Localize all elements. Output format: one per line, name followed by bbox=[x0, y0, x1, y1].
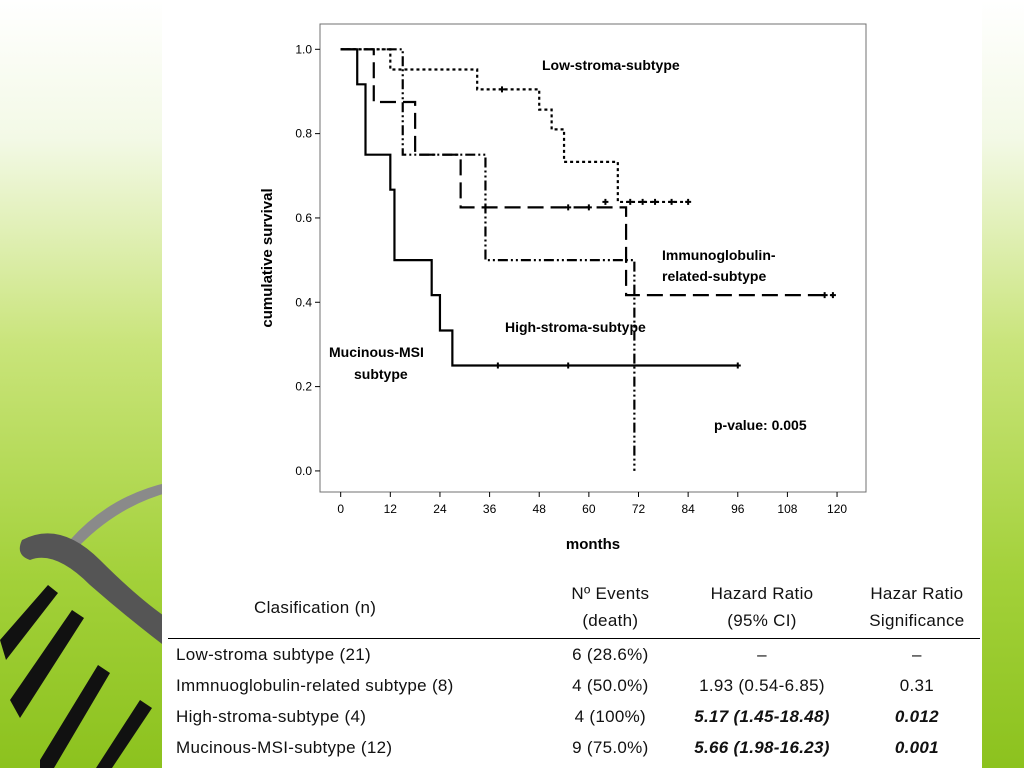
censor-mark bbox=[639, 198, 646, 205]
cell-events: 4 (50.0%) bbox=[572, 675, 649, 695]
x-tick-label: 96 bbox=[731, 502, 745, 516]
censor-mark bbox=[499, 86, 505, 93]
header-hazard-ratio: Hazard Ratio (95% CI) bbox=[670, 578, 854, 639]
label-immunoglobulin-line2: related-subtype bbox=[662, 268, 766, 284]
x-tick-label: 72 bbox=[632, 502, 646, 516]
censor-mark bbox=[494, 362, 501, 369]
cell-hazard-ratio: 1.93 (0.54-6.85) bbox=[699, 675, 825, 695]
cell-significance: – bbox=[911, 644, 922, 664]
cell-events: 4 (100%) bbox=[574, 706, 647, 726]
cell-hazard-ratio: – bbox=[757, 644, 767, 664]
hazard-ratio-table: Clasification (n) Nº Events (death) Hazar… bbox=[168, 578, 980, 763]
y-axis: 0.0 0.2 0.4 0.6 0.8 1.0 bbox=[295, 42, 320, 478]
p-value: p-value: 0.005 bbox=[714, 417, 807, 433]
censor-mark bbox=[668, 198, 675, 205]
survival-curves bbox=[340, 48, 833, 471]
x-tick-label: 60 bbox=[582, 502, 596, 516]
censor-mark bbox=[565, 204, 572, 211]
y-axis-label: cumulative survival bbox=[259, 188, 276, 327]
censor-mark bbox=[685, 198, 692, 205]
censor-mark bbox=[652, 198, 659, 205]
cell-events: 6 (28.6%) bbox=[572, 644, 649, 664]
label-mucinous-line1: Mucinous-MSI bbox=[329, 344, 424, 360]
table-row-high-stroma: High-stroma-subtype (4) 4 (100%) 5.17 (1… bbox=[168, 701, 980, 732]
label-high-stroma: High-stroma-subtype bbox=[505, 319, 646, 335]
censor-mark bbox=[734, 362, 741, 369]
cell-hazard-ratio: 5.17 (1.45-18.48) bbox=[694, 706, 830, 726]
decorative-swoosh bbox=[0, 482, 170, 768]
cell-name: Immnuoglobulin-related subtype (8) bbox=[176, 675, 454, 695]
x-tick-label: 36 bbox=[483, 502, 497, 516]
y-tick-label: 1.0 bbox=[295, 42, 312, 56]
censor-mark bbox=[585, 204, 592, 211]
table-row-immunoglobulin: Immnuoglobulin-related subtype (8) 4 (50… bbox=[168, 670, 980, 701]
cell-significance: 0.012 bbox=[894, 706, 939, 726]
cell-hazard-ratio: 5.66 (1.98-16.23) bbox=[694, 737, 830, 757]
x-tick-label: 120 bbox=[827, 502, 847, 516]
cell-events: 9 (75.0%) bbox=[572, 737, 649, 757]
y-tick-label: 0.2 bbox=[295, 380, 312, 394]
censor-mark bbox=[627, 198, 634, 205]
header-clasification: Clasification (n) bbox=[168, 578, 551, 639]
series-low-stroma-subtype bbox=[340, 48, 689, 204]
y-tick-label: 0.6 bbox=[295, 211, 312, 225]
censor-marks bbox=[494, 86, 836, 369]
x-axis-label: months bbox=[566, 536, 620, 553]
censor-mark bbox=[821, 292, 828, 299]
series-high-stroma-subtype bbox=[340, 48, 636, 471]
x-tick-label: 0 bbox=[337, 502, 344, 516]
table-row-mucinous-msi: Mucinous-MSI-subtype (12) 9 (75.0%) 5.66… bbox=[168, 732, 980, 763]
header-events: Nº Events (death) bbox=[550, 578, 671, 639]
censor-mark bbox=[565, 362, 572, 369]
table-header-row: Clasification (n) Nº Events (death) Hazar… bbox=[168, 578, 980, 639]
x-axis: 0 12 24 36 48 60 72 84 96 108 120 bbox=[337, 492, 847, 516]
x-tick-label: 84 bbox=[681, 502, 695, 516]
cell-name: High-stroma-subtype (4) bbox=[176, 706, 367, 726]
y-tick-label: 0.0 bbox=[295, 464, 312, 478]
cell-name: Mucinous-MSI-subtype (12) bbox=[176, 737, 393, 757]
cell-significance: 0.001 bbox=[894, 737, 939, 757]
cell-name: Low-stroma subtype (21) bbox=[176, 644, 371, 664]
y-tick-label: 0.8 bbox=[295, 127, 312, 141]
x-tick-label: 24 bbox=[433, 502, 447, 516]
label-mucinous-line2: subtype bbox=[354, 366, 408, 382]
cell-significance: 0.31 bbox=[899, 675, 935, 695]
y-tick-label: 0.4 bbox=[295, 295, 312, 309]
label-low-stroma: Low-stroma-subtype bbox=[542, 57, 680, 73]
x-tick-label: 108 bbox=[777, 502, 797, 516]
x-tick-label: 12 bbox=[384, 502, 398, 516]
series-mucinous-msi-subtype bbox=[340, 48, 738, 367]
table-row-low-stroma: Low-stroma subtype (21) 6 (28.6%) – – bbox=[168, 639, 980, 671]
censor-mark bbox=[829, 292, 836, 299]
censor-mark bbox=[602, 198, 609, 205]
x-tick-label: 48 bbox=[533, 502, 547, 516]
label-immunoglobulin-line1: Immunoglobulin- bbox=[662, 247, 776, 263]
header-significance: Hazar Ratio Significance bbox=[853, 578, 980, 639]
